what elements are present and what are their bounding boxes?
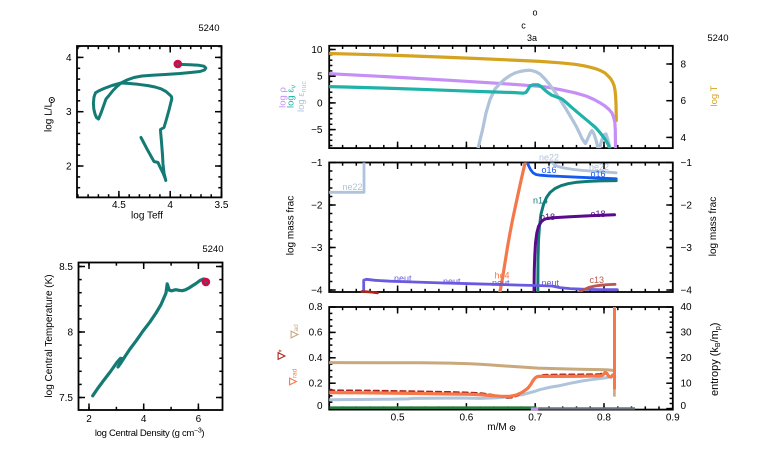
svg-text:4: 4 <box>681 133 687 144</box>
svg-text:3: 3 <box>66 107 72 118</box>
svg-text:neut: neut <box>542 278 560 288</box>
svg-text:4: 4 <box>66 53 72 64</box>
svg-text:−1: −1 <box>681 158 693 169</box>
svg-text:4.5: 4.5 <box>112 200 126 211</box>
svg-text:6: 6 <box>681 96 687 107</box>
svg-text:neut: neut <box>394 274 412 284</box>
svg-text:m/M: m/M <box>487 422 506 433</box>
svg-text:6: 6 <box>196 414 202 425</box>
svg-text:20: 20 <box>681 353 693 364</box>
svg-text:*: * <box>278 349 287 352</box>
svg-text:0.4: 0.4 <box>309 353 323 364</box>
svg-text:3a: 3a <box>527 33 537 43</box>
svg-text:ad: ad <box>293 324 300 332</box>
svg-text:o16: o16 <box>591 169 606 179</box>
svg-text:0.2: 0.2 <box>309 378 323 389</box>
svg-text:5: 5 <box>317 72 323 83</box>
svg-text:5240: 5240 <box>707 33 728 44</box>
svg-text:2: 2 <box>86 414 92 425</box>
svg-text:log T: log T <box>709 85 720 106</box>
svg-text:he4: he4 <box>495 271 510 281</box>
svg-text:0.7: 0.7 <box>528 413 542 424</box>
svg-text:40: 40 <box>681 302 693 313</box>
svg-text:o18: o18 <box>591 209 606 219</box>
svg-text:−5: −5 <box>311 125 323 136</box>
svg-text:−3: −3 <box>681 243 693 254</box>
svg-text:0.5: 0.5 <box>391 413 405 424</box>
svg-text:0: 0 <box>681 401 687 412</box>
svg-text:rad: rad <box>292 368 299 378</box>
svg-text:entropy (kB/mp): entropy (kB/mp) <box>709 323 722 396</box>
svg-text:0.6: 0.6 <box>459 413 473 424</box>
svg-text:−2: −2 <box>681 201 693 212</box>
svg-text:log mass frac: log mass frac <box>708 197 719 256</box>
svg-text:log εν: log εν <box>286 84 298 108</box>
svg-text:log Teff: log Teff <box>131 211 163 222</box>
svg-text:0: 0 <box>317 401 323 412</box>
svg-text:c: c <box>521 21 526 31</box>
svg-text:8: 8 <box>67 328 73 339</box>
svg-text:10: 10 <box>311 45 323 56</box>
svg-text:5240: 5240 <box>202 244 223 255</box>
svg-text:o16: o16 <box>542 165 557 175</box>
svg-text:n14: n14 <box>533 196 548 206</box>
svg-text:log mass frac: log mass frac <box>286 196 297 255</box>
svg-text:10: 10 <box>681 378 693 389</box>
svg-text:log L/L: log L/L <box>44 102 55 132</box>
svg-text:log Central Density (g cm−3): log Central Density (g cm−3) <box>95 428 205 439</box>
svg-text:0.8: 0.8 <box>309 302 323 313</box>
svg-text:5240: 5240 <box>198 23 219 34</box>
svg-text:−1: −1 <box>311 158 323 169</box>
svg-text:0.9: 0.9 <box>666 413 680 424</box>
svg-text:ne22: ne22 <box>539 152 559 162</box>
svg-text:log Central Temperature (K): log Central Temperature (K) <box>44 274 55 397</box>
svg-text:2: 2 <box>66 162 72 173</box>
svg-text:c13: c13 <box>590 275 605 285</box>
svg-text:8.5: 8.5 <box>59 262 73 273</box>
svg-text:4: 4 <box>141 414 147 425</box>
svg-text:3.5: 3.5 <box>215 200 229 211</box>
svg-text:o: o <box>532 8 537 18</box>
svg-text:ne22: ne22 <box>589 162 609 172</box>
svg-text:−4: −4 <box>681 286 693 297</box>
svg-text:neut: neut <box>443 277 461 287</box>
svg-text:−4: −4 <box>311 286 323 297</box>
svg-text:ne22: ne22 <box>343 182 363 192</box>
svg-text:−3: −3 <box>311 243 323 254</box>
svg-text:7.5: 7.5 <box>59 393 73 404</box>
svg-text:log ρ: log ρ <box>278 87 289 108</box>
svg-text:8: 8 <box>681 60 687 71</box>
svg-text:−2: −2 <box>311 201 323 212</box>
svg-text:neut: neut <box>492 278 510 288</box>
svg-text:30: 30 <box>681 328 693 339</box>
svg-text:0.8: 0.8 <box>597 413 611 424</box>
svg-text:0.6: 0.6 <box>309 328 323 339</box>
svg-text:o18: o18 <box>540 212 555 222</box>
svg-text:4: 4 <box>167 200 173 211</box>
svg-text:0: 0 <box>317 98 323 109</box>
